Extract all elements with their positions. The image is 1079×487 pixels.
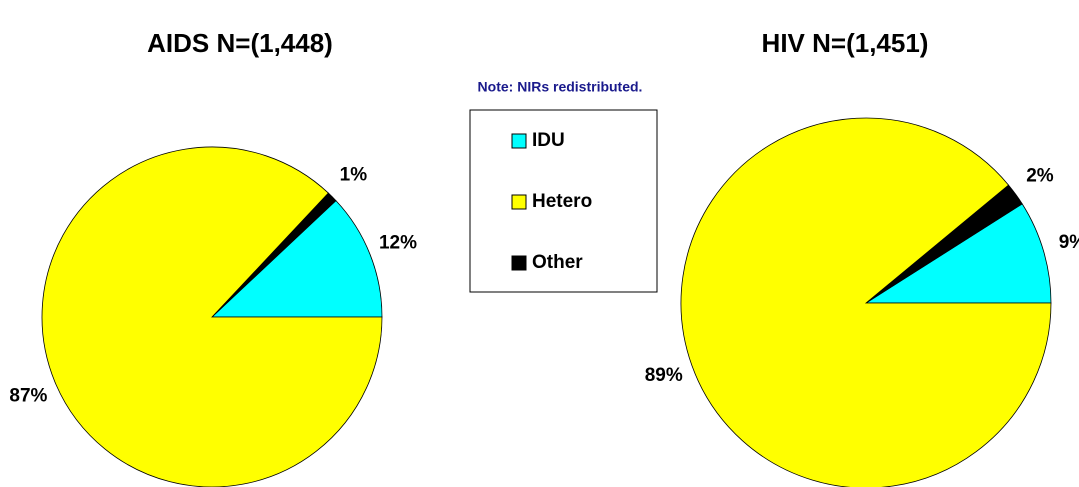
pie-slice <box>41 146 383 487</box>
legend-swatch <box>511 194 527 210</box>
legend-swatch <box>511 133 527 149</box>
data-label: 9% <box>1059 232 1079 253</box>
chart-title: AIDS N=(1,448) <box>147 28 333 58</box>
legend-box <box>469 109 658 293</box>
legend-swatch <box>511 255 527 271</box>
pie-slice <box>680 117 1052 487</box>
data-label: 2% <box>1026 166 1054 187</box>
note: Note: NIRs redistributed. <box>478 79 643 95</box>
pie-slice <box>864 203 1052 304</box>
data-label: 1% <box>340 165 368 186</box>
data-label: 87% <box>9 385 47 406</box>
data-label: 12% <box>379 232 417 253</box>
legend-label: IDU <box>532 130 565 151</box>
legend-label: Other <box>532 252 583 273</box>
legend-label: Hetero <box>532 191 592 212</box>
pie-slice <box>210 200 383 318</box>
chart-title: HIV N=(1,451) <box>762 28 929 58</box>
data-label: 89% <box>645 365 683 386</box>
